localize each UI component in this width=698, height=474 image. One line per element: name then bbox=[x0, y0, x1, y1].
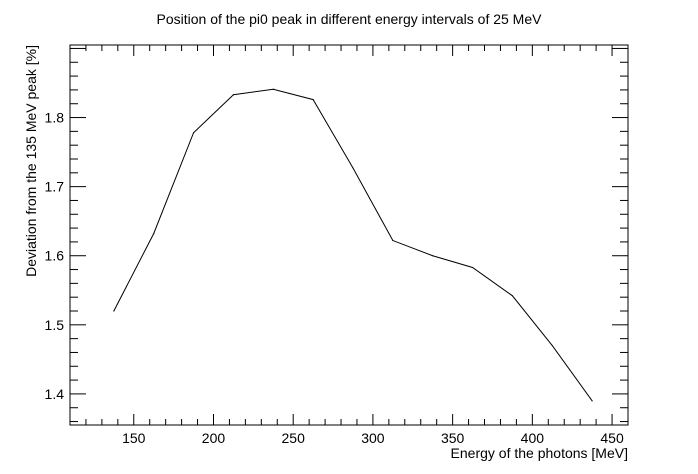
y-axis-tick-labels: 1.4 1.5 1.6 1.7 1.8 bbox=[45, 110, 65, 402]
y-tick-label: 1.5 bbox=[45, 317, 65, 333]
data-point bbox=[113, 310, 115, 312]
y-tick-label: 1.6 bbox=[45, 248, 65, 264]
data-point bbox=[352, 167, 354, 169]
y-axis-title: Deviation from the 135 MeV peak [%] bbox=[23, 45, 39, 277]
x-tick-label: 350 bbox=[441, 430, 465, 446]
x-tick-label: 300 bbox=[361, 430, 385, 446]
data-point bbox=[471, 266, 474, 269]
x-tick-label: 150 bbox=[122, 430, 146, 446]
y-tick-label: 1.4 bbox=[45, 386, 65, 402]
data-point bbox=[551, 344, 553, 347]
chart-title: Position of the pi0 peak in different en… bbox=[157, 11, 543, 27]
x-axis-tick-labels: 150 200 250 300 350 400 450 bbox=[122, 430, 624, 446]
y-tick-label: 1.8 bbox=[45, 110, 65, 126]
data-point bbox=[153, 233, 155, 235]
x-axis-title: Energy of the photons [MeV] bbox=[451, 445, 628, 461]
data-point bbox=[312, 98, 314, 101]
data-point bbox=[591, 400, 593, 402]
data-point bbox=[272, 88, 274, 90]
x-tick-label: 400 bbox=[521, 430, 545, 446]
series-line bbox=[113, 88, 593, 402]
data-point bbox=[192, 132, 195, 134]
x-tick-label: 200 bbox=[202, 430, 226, 446]
data-point bbox=[432, 255, 434, 257]
x-tick-label: 250 bbox=[282, 430, 306, 446]
x-tick-label: 450 bbox=[600, 430, 624, 446]
x-axis-ticks bbox=[69, 45, 629, 425]
y-tick-label: 1.7 bbox=[45, 179, 65, 195]
data-point bbox=[511, 295, 514, 297]
series-layer bbox=[113, 88, 593, 402]
plot-frame bbox=[69, 44, 629, 426]
data-point bbox=[392, 239, 394, 242]
y-axis-ticks bbox=[70, 47, 628, 423]
data-point bbox=[232, 94, 235, 96]
